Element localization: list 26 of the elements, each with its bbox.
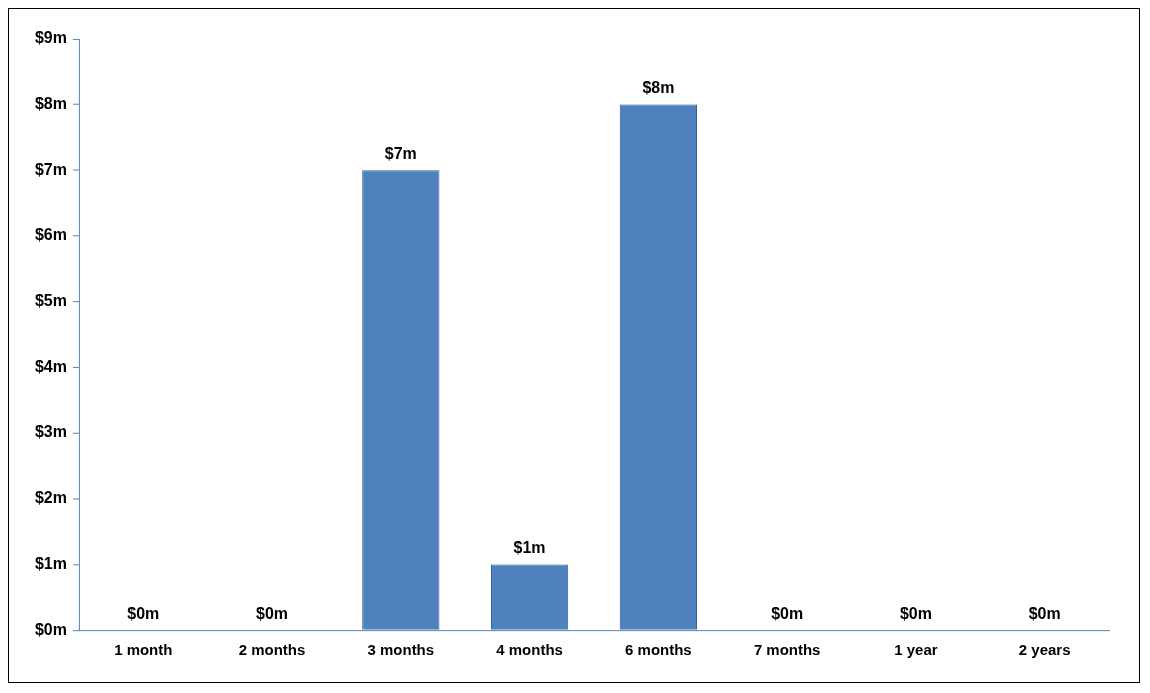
x-tick-label: 7 months	[753, 641, 821, 659]
y-tick-label: $6m	[34, 226, 67, 244]
y-tick-label: $7m	[34, 160, 67, 178]
y-tick-label: $5m	[34, 292, 67, 310]
x-tick-label: 2 months	[238, 641, 306, 659]
y-tick-label: $1m	[34, 554, 67, 572]
x-tick-label: 4 months	[496, 641, 563, 659]
y-tick-label: $3m	[34, 423, 67, 441]
data-label: $0m	[771, 604, 804, 622]
y-tick-label: $8m	[34, 95, 67, 112]
y-tick-label: $2m	[34, 489, 67, 507]
data-label: $0m	[256, 604, 289, 622]
data-label: $8m	[642, 79, 675, 97]
x-tick-label: 3 months	[367, 641, 435, 659]
y-tick-label: $9m	[34, 29, 67, 47]
y-tick-label: $4m	[34, 357, 67, 375]
data-label: $0m	[127, 604, 160, 622]
data-label: $7m	[384, 144, 417, 162]
data-label: $0m	[899, 604, 932, 622]
x-tick-label: 1 month	[114, 641, 173, 659]
data-label: $1m	[513, 538, 546, 556]
x-tick-label: 1 year	[894, 641, 938, 659]
data-label: $0m	[1028, 604, 1061, 622]
x-tick-label: 2 years	[1018, 641, 1071, 659]
x-tick-label: 6 months	[625, 641, 692, 659]
y-tick-label: $0m	[34, 620, 67, 638]
